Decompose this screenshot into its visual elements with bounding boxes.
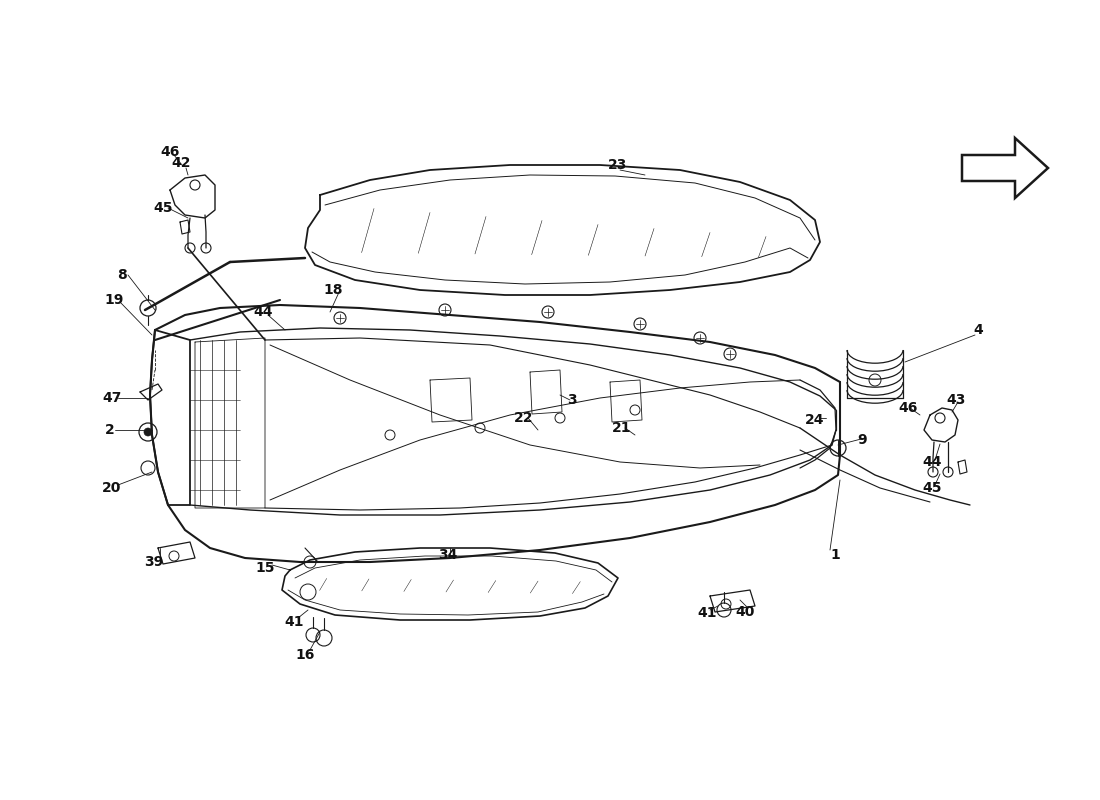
Text: 34: 34 <box>438 548 458 562</box>
Text: 24: 24 <box>805 413 825 427</box>
Text: 46: 46 <box>161 145 179 159</box>
Text: 18: 18 <box>323 283 343 297</box>
Text: 44: 44 <box>253 305 273 319</box>
Text: 44: 44 <box>922 455 942 469</box>
Text: 2: 2 <box>106 423 114 437</box>
Text: 19: 19 <box>104 293 123 307</box>
Text: 43: 43 <box>946 393 966 407</box>
Text: 8: 8 <box>117 268 126 282</box>
Text: 16: 16 <box>295 648 315 662</box>
Text: 22: 22 <box>515 411 534 425</box>
Text: 15: 15 <box>255 561 275 575</box>
Text: 40: 40 <box>735 605 755 619</box>
Text: 45: 45 <box>922 481 942 495</box>
Text: 41: 41 <box>697 606 717 620</box>
Text: 20: 20 <box>102 481 122 495</box>
Text: 9: 9 <box>857 433 867 447</box>
Text: 45: 45 <box>153 201 173 215</box>
Text: 21: 21 <box>613 421 631 435</box>
Text: 47: 47 <box>102 391 122 405</box>
Text: 1: 1 <box>830 548 840 562</box>
Text: 3: 3 <box>568 393 576 407</box>
Text: 41: 41 <box>284 615 304 629</box>
Circle shape <box>144 428 152 436</box>
Text: 39: 39 <box>144 555 164 569</box>
Text: 42: 42 <box>172 156 190 170</box>
Text: 46: 46 <box>899 401 917 415</box>
Text: 23: 23 <box>608 158 628 172</box>
Text: 4: 4 <box>974 323 983 337</box>
